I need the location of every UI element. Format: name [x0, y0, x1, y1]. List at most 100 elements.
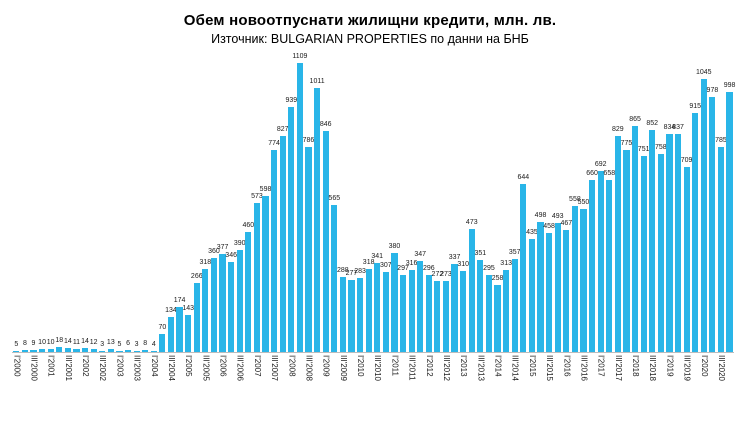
- x-axis-tick-label: III'2003: [132, 355, 142, 381]
- x-axis-tick-slot: III'2015: [545, 353, 554, 405]
- x-axis-tick-slot: [278, 353, 287, 405]
- bar-slot: 458: [543, 52, 555, 352]
- x-axis-tick-slot: I'2012: [425, 353, 434, 405]
- bar-slot: 467: [560, 52, 572, 352]
- x-axis-tick-slot: I'2007: [253, 353, 262, 405]
- bar-slot: 351: [475, 52, 486, 352]
- bar: [210, 258, 218, 352]
- bar-slot: 785: [715, 52, 727, 352]
- bar-slot: 11: [72, 52, 81, 352]
- bar: [38, 349, 46, 352]
- x-axis-tick-slot: [399, 353, 408, 405]
- x-axis-tick-label: III'2016: [579, 355, 589, 381]
- bar: [399, 275, 407, 352]
- bar-slot: 4: [150, 52, 159, 352]
- bar: [503, 270, 510, 352]
- bar-value-label: 318: [199, 259, 212, 266]
- bar-slot: 347: [414, 52, 426, 352]
- x-axis-tick-slot: I'2019: [665, 353, 674, 405]
- bar-slot: 775: [621, 52, 632, 352]
- x-axis-tick-slot: I'2015: [528, 353, 537, 405]
- bar-slot: 846: [320, 52, 332, 352]
- bar: [640, 156, 647, 352]
- bar: [511, 259, 518, 352]
- x-axis-tick-slot: III'2001: [64, 353, 73, 405]
- bar-value-label: 295: [483, 265, 495, 272]
- bar-value-label: 10: [38, 339, 46, 346]
- x-axis-tick-slot: [450, 353, 459, 405]
- x-axis-tick-slot: [89, 353, 98, 405]
- bar-value-label: 283: [354, 268, 366, 275]
- bar-value-label: 277: [345, 270, 358, 277]
- bar: [580, 209, 587, 352]
- bar-slot: 174: [174, 52, 185, 352]
- bar-value-label: 380: [388, 243, 401, 250]
- x-axis-tick-slot: I'2009: [321, 353, 331, 405]
- x-axis-tick-label: III'2019: [682, 355, 692, 381]
- bar-value-label: 565: [328, 195, 341, 202]
- chart-title: Обем новоотпуснати жилищни кредити, млн.…: [183, 12, 557, 29]
- bar: [150, 351, 157, 352]
- bar-slot: 14: [81, 52, 90, 352]
- x-axis-tick-slot: [55, 353, 64, 405]
- bar-slot: 357: [509, 52, 521, 352]
- bar-value-label: 978: [706, 87, 719, 94]
- bar-slot: 10: [38, 52, 47, 352]
- bar-value-label: 598: [259, 186, 272, 193]
- x-axis-tick-label: I'2018: [631, 355, 641, 377]
- bar-value-label: 297: [397, 265, 409, 272]
- bar-slot: 318: [199, 52, 212, 352]
- bar: [339, 277, 346, 352]
- bar-slot: 316: [406, 52, 417, 352]
- bar: [528, 239, 536, 352]
- x-axis-tick-label: III'2011: [407, 355, 417, 381]
- x-axis-tick-label: I'2016: [562, 355, 572, 377]
- x-axis-tick-slot: III'2009: [339, 353, 348, 405]
- bar-slot: 5: [12, 52, 21, 352]
- x-axis-tick-label: III'2004: [166, 355, 176, 381]
- bar: [202, 269, 209, 352]
- bar-slot: 143: [182, 52, 194, 352]
- bar-value-label: 1011: [309, 78, 325, 85]
- x-axis-tick-label: I'2011: [390, 355, 400, 376]
- x-axis-tick-label: III'2015: [545, 355, 555, 381]
- x-axis-tick-slot: I'2018: [631, 353, 640, 405]
- bar: [571, 206, 578, 352]
- bar-slot: 360: [208, 52, 220, 352]
- bar-slot: 915: [689, 52, 701, 352]
- bars-container: 5 8 9 10 10 18 14 11 14 12 3 13 5 6 3 8 4 70 134 174 143 266 3…: [12, 52, 735, 353]
- bar-slot: 827: [277, 52, 289, 352]
- bar: [64, 348, 71, 352]
- x-axis-tick-slot: III'2004: [167, 353, 176, 405]
- bar-slot: 692: [594, 52, 607, 352]
- bar-value-label: 692: [594, 161, 607, 168]
- bar: [649, 130, 656, 352]
- bar: [279, 136, 286, 352]
- bar-value-label: 3: [100, 341, 105, 348]
- bar-slot: 288: [337, 52, 349, 352]
- bar-value-label: 5: [117, 341, 122, 348]
- bar: [477, 260, 484, 352]
- bar-value-label: 313: [500, 260, 512, 267]
- bar-value-label: 272: [431, 271, 444, 278]
- bar-value-label: 288: [337, 267, 349, 274]
- bar-value-label: 829: [612, 126, 624, 133]
- x-axis-tick-slot: III'2007: [270, 353, 279, 405]
- chart-subtitle: Източник: BULGARIAN PROPERTIES по данни …: [211, 32, 529, 46]
- x-axis-tick-slot: [124, 353, 133, 405]
- bar: [408, 270, 415, 352]
- x-axis-tick-slot: [382, 353, 391, 405]
- bar: [271, 150, 278, 352]
- bar-value-label: 458: [543, 223, 555, 230]
- bar-slot: 573: [251, 52, 263, 352]
- bar-slot: 751: [638, 52, 649, 352]
- bar-value-label: 12: [89, 339, 98, 346]
- bar: [296, 63, 303, 352]
- bar: [554, 223, 561, 352]
- bar-value-label: 9: [31, 340, 36, 347]
- bar-value-label: 273: [440, 271, 452, 278]
- bar: [709, 97, 716, 352]
- bar-slot: 297: [397, 52, 409, 352]
- bar-value-label: 558: [569, 196, 581, 203]
